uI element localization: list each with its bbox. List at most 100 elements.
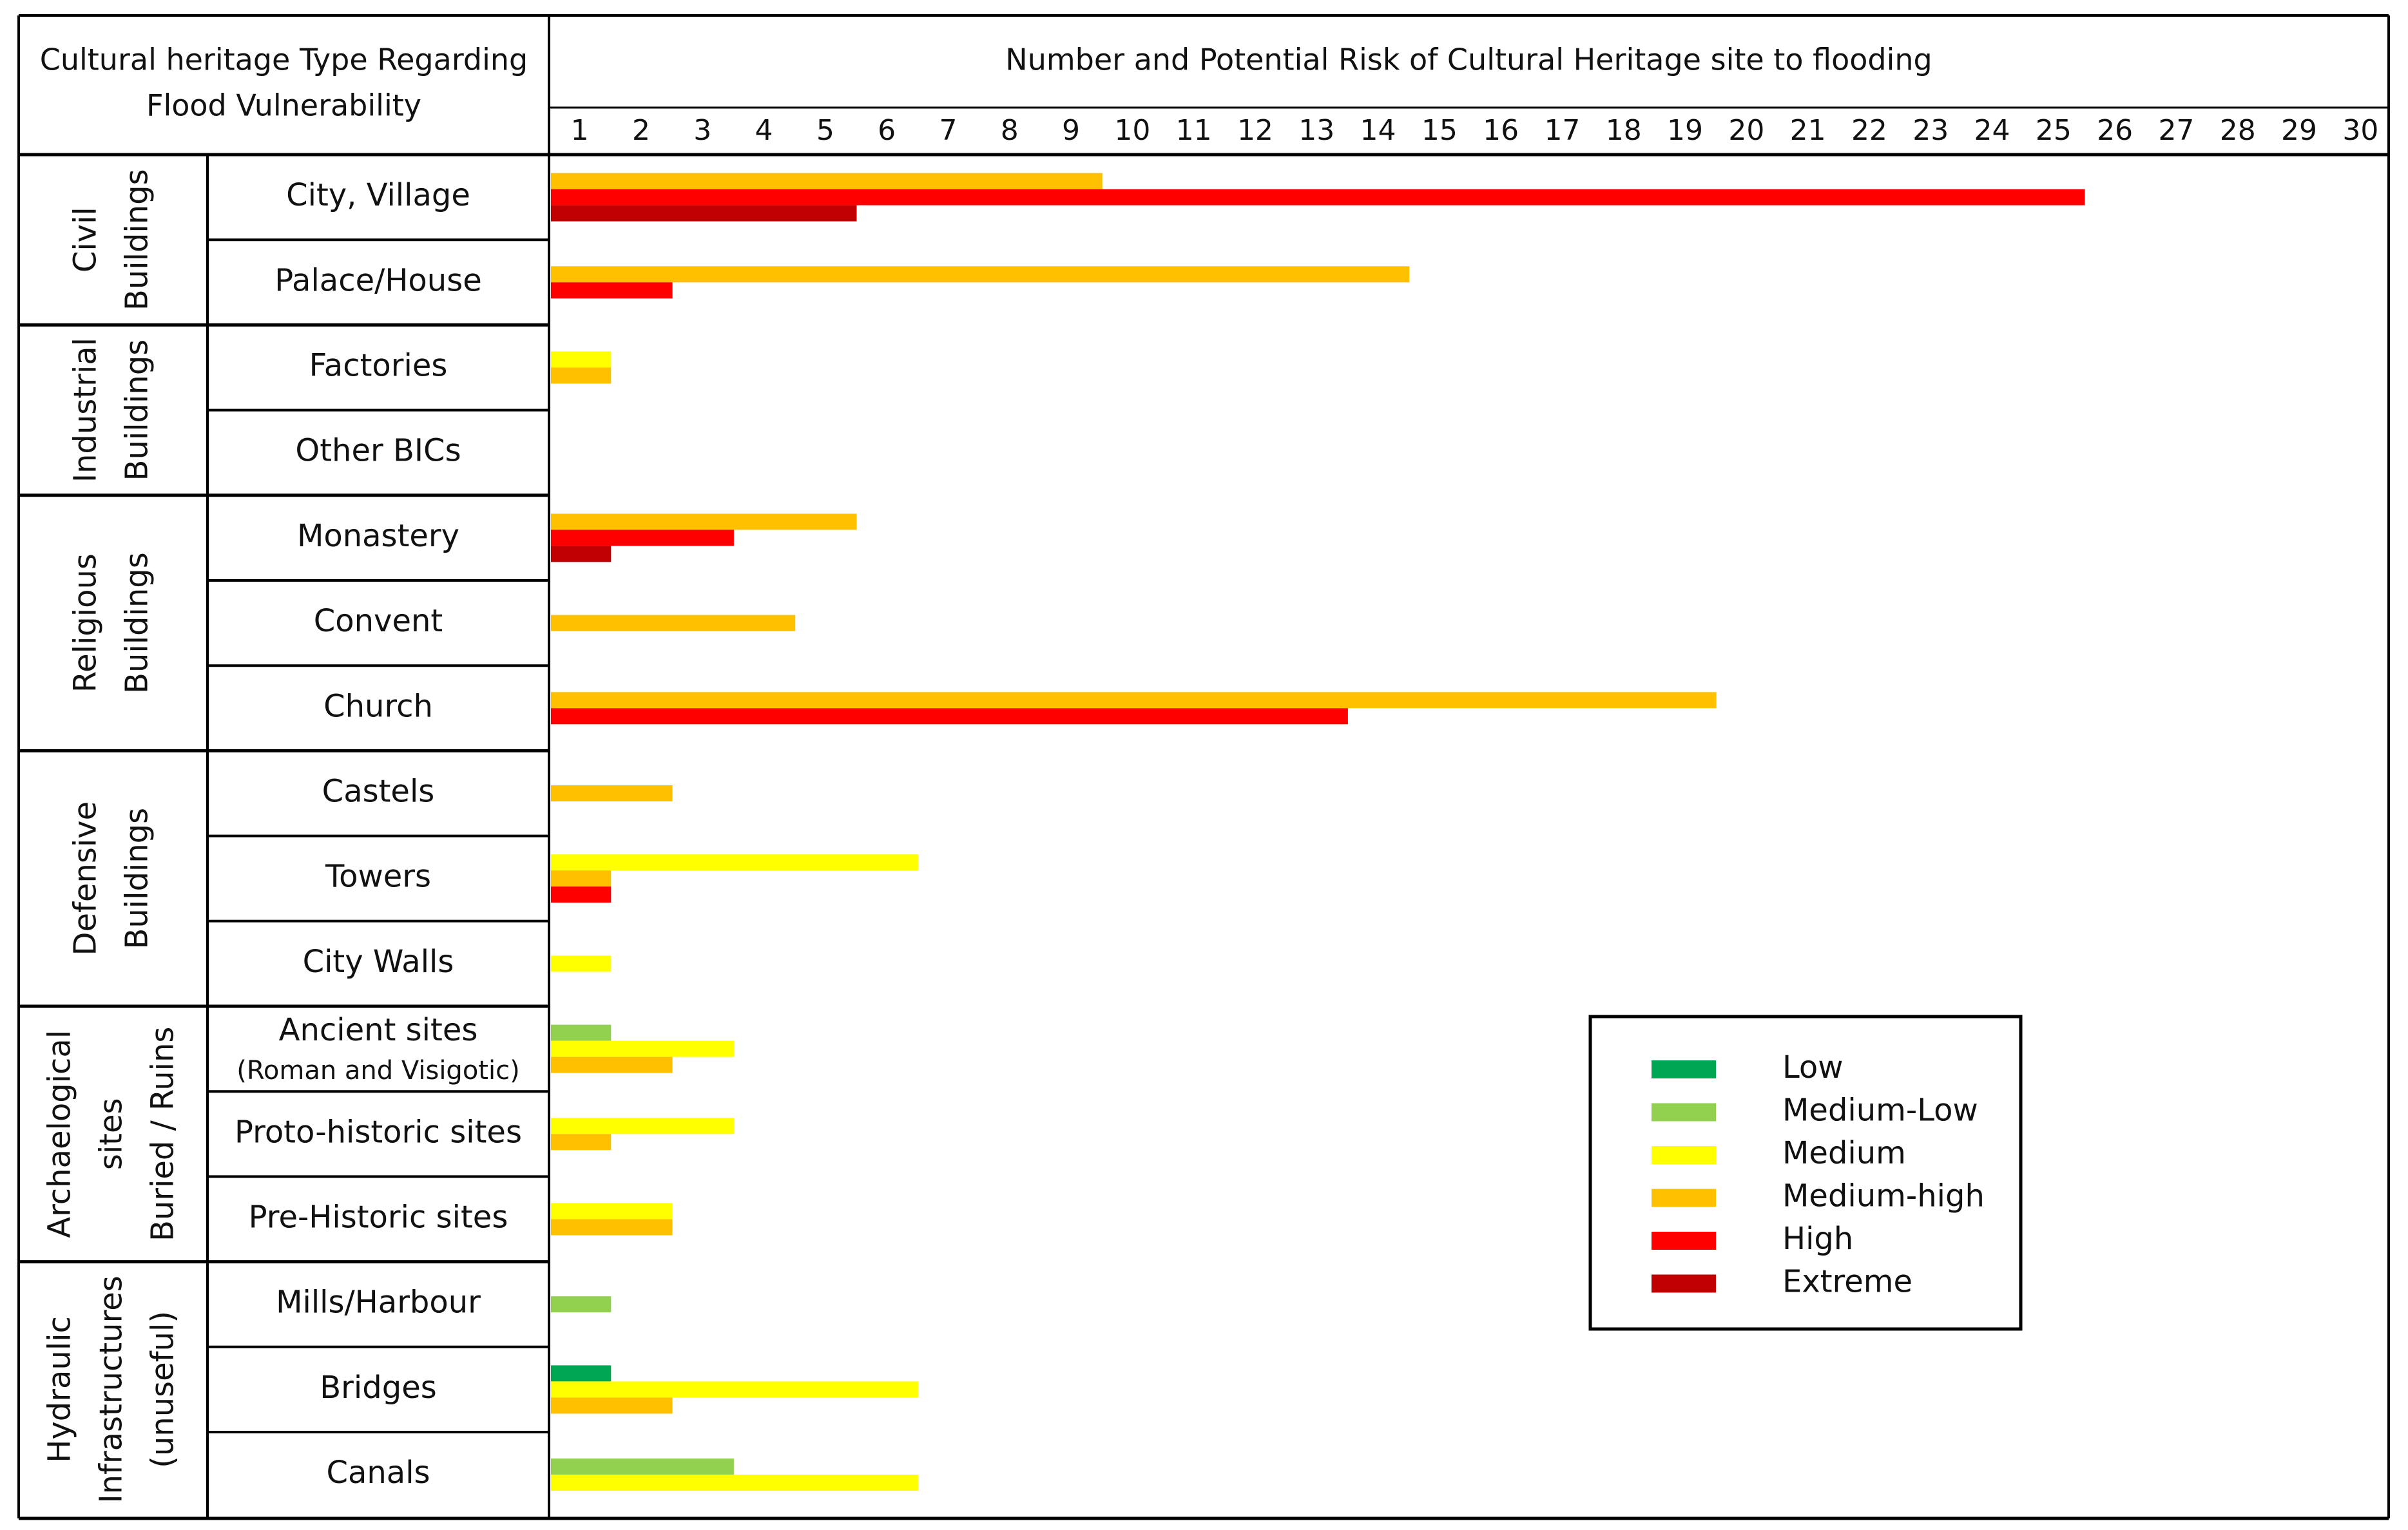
row-label-13: Mills/Harbour [276, 1285, 481, 1321]
bar-row13-medium_low [551, 1296, 612, 1313]
x-tick-label-17: 17 [1544, 114, 1580, 147]
bar-row8-high [551, 886, 612, 903]
group-label-4-line-0: Archaelogical [42, 1030, 78, 1238]
legend-swatch-medium_high [1652, 1189, 1716, 1207]
group-label-5-line-1: Infrastructures [93, 1276, 130, 1503]
bar-row14-low [551, 1365, 612, 1382]
row-label-4: Monastery [297, 518, 459, 554]
legend-swatch-medium_low [1652, 1103, 1716, 1122]
group-label-1-line-0: Industrial [68, 338, 104, 483]
bar-row12-medium [551, 1203, 673, 1219]
row-label-3: Other BICs [295, 433, 461, 469]
bar-row9-medium [551, 955, 612, 972]
row-label-9: City Walls [303, 944, 454, 980]
x-tick-label-24: 24 [1974, 114, 2010, 147]
bar-row15-medium [551, 1475, 918, 1491]
legend-swatch-high [1652, 1232, 1716, 1250]
x-tick-label-22: 22 [1851, 114, 1887, 147]
legend-label-low: Low [1782, 1049, 1844, 1085]
bar-row2-medium_high [551, 367, 612, 384]
legend-label-medium_low: Medium-Low [1782, 1093, 1978, 1129]
bar-row11-medium_high [551, 1134, 612, 1151]
group-label-1-line-1: Buildings [119, 339, 155, 481]
bar-row4-high [551, 530, 734, 546]
x-tick-label-30: 30 [2342, 114, 2378, 147]
x-tick-label-27: 27 [2158, 114, 2194, 147]
bar-row0-extreme [551, 205, 857, 222]
header-right-title: Number and Potential Risk of Cultural He… [1005, 43, 1932, 77]
legend-swatch-medium [1652, 1146, 1716, 1164]
header-left-line-1: Cultural heritage Type Regarding [40, 43, 528, 77]
x-tick-label-3: 3 [693, 114, 711, 147]
row-label-1: Palace/House [275, 262, 481, 298]
x-tick-label-21: 21 [1790, 114, 1826, 147]
x-tick-label-25: 25 [2036, 114, 2072, 147]
x-tick-label-7: 7 [939, 114, 957, 147]
bar-row15-medium_low [551, 1458, 734, 1475]
row-label-8: Towers [325, 859, 431, 895]
bar-row10-medium_low [551, 1024, 612, 1041]
group-label-3-line-0: Defensive [68, 801, 104, 956]
x-tick-label-12: 12 [1237, 114, 1273, 147]
row-label-2: Factories [309, 348, 448, 384]
legend-label-high: High [1782, 1221, 1853, 1257]
group-label-5-line-2: (unuseful) [145, 1311, 181, 1468]
row-label-11: Proto-historic sites [235, 1114, 522, 1150]
bar-row10-medium_high [551, 1057, 673, 1073]
group-label-5-line-0: Hydraulic [42, 1316, 78, 1463]
legend-label-medium: Medium [1782, 1135, 1906, 1171]
bar-row14-medium [551, 1381, 918, 1398]
x-tick-label-6: 6 [878, 114, 896, 147]
x-tick-label-16: 16 [1483, 114, 1519, 147]
bar-row10-medium [551, 1040, 734, 1057]
row-label-15: Canals [326, 1455, 430, 1491]
x-tick-label-4: 4 [755, 114, 773, 147]
group-label-0-line-1: Buildings [119, 169, 155, 311]
bar-row8-medium_high [551, 870, 612, 887]
legend-swatch-extreme [1652, 1274, 1716, 1293]
legend-swatch-low [1652, 1060, 1716, 1078]
x-tick-label-26: 26 [2097, 114, 2133, 147]
row-label-0: City, Village [286, 177, 470, 213]
x-tick-label-9: 9 [1062, 114, 1080, 147]
group-label-3-line-1: Buildings [119, 808, 155, 950]
x-tick-label-14: 14 [1360, 114, 1396, 147]
bar-row5-medium_high [551, 615, 796, 631]
bar-row0-high [551, 189, 2085, 206]
x-tick-label-2: 2 [632, 114, 650, 147]
bar-row11-medium [551, 1118, 734, 1134]
bar-row1-medium_high [551, 266, 1410, 283]
x-tick-label-13: 13 [1298, 114, 1334, 147]
bar-row12-medium_high [551, 1219, 673, 1236]
x-tick-label-10: 10 [1114, 114, 1150, 147]
x-tick-label-23: 23 [1912, 114, 1949, 147]
group-label-4-line-2: Buried / Ruins [145, 1027, 181, 1242]
bar-row2-medium [551, 351, 612, 368]
bar-row0-medium_high [551, 173, 1103, 189]
group-label-2-line-0: Religious [68, 553, 104, 693]
x-tick-label-8: 8 [1001, 114, 1019, 147]
bar-row6-high [551, 708, 1348, 725]
row-label-6: Church [323, 688, 433, 724]
x-tick-label-5: 5 [816, 114, 834, 147]
x-tick-label-18: 18 [1606, 114, 1642, 147]
x-tick-label-19: 19 [1667, 114, 1703, 147]
group-label-4-line-1: sites [93, 1098, 130, 1170]
row-label-14: Bridges [320, 1370, 436, 1406]
bar-row8-medium [551, 854, 918, 871]
x-tick-label-29: 29 [2281, 114, 2317, 147]
bar-row4-medium_high [551, 513, 857, 530]
bar-row6-medium_high [551, 692, 1717, 709]
row-label-10: Ancient sites [279, 1012, 478, 1048]
group-label-0-line-0: Civil [68, 207, 104, 273]
bar-row4-extreme [551, 546, 612, 562]
row-sublabel-10: (Roman and Visigotic) [236, 1056, 519, 1085]
x-tick-label-20: 20 [1728, 114, 1764, 147]
x-tick-label-1: 1 [571, 114, 589, 147]
row-label-7: Castels [322, 774, 435, 810]
x-tick-label-28: 28 [2220, 114, 2256, 147]
row-label-5: Convent [314, 603, 443, 639]
header-left-line-2: Flood Vulnerability [146, 88, 421, 123]
bar-row1-high [551, 282, 673, 299]
